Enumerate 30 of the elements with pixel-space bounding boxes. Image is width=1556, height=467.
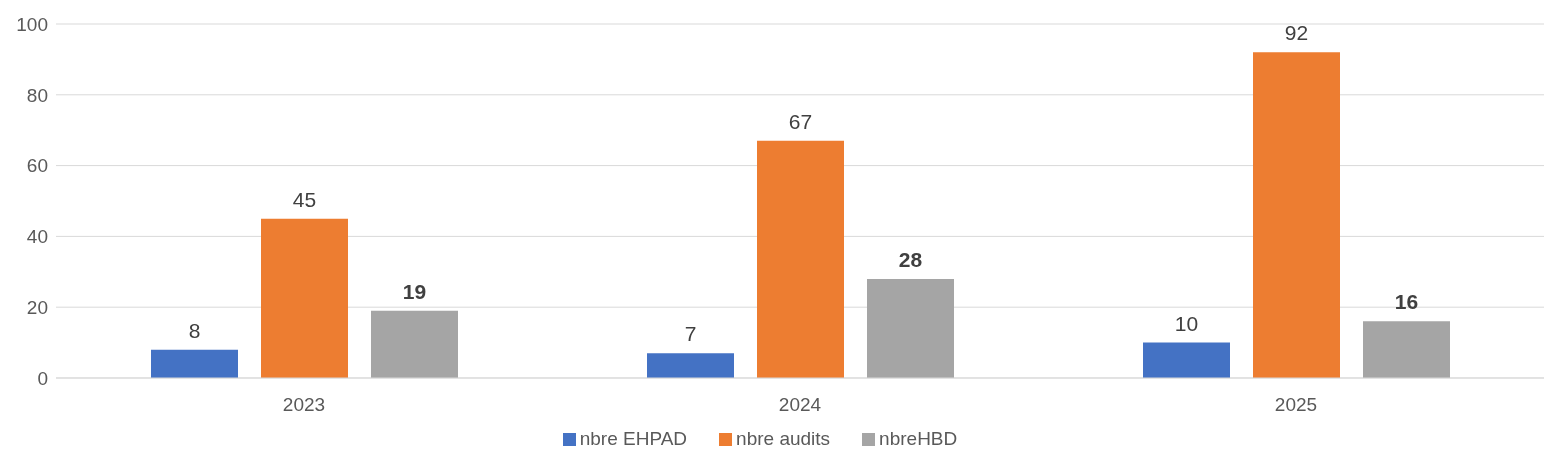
data-label: 8 bbox=[188, 318, 201, 342]
data-label: 67 bbox=[788, 109, 813, 133]
y-tick-label: 80 bbox=[26, 84, 48, 106]
bar bbox=[757, 140, 844, 378]
y-tick-label: 0 bbox=[37, 367, 48, 389]
legend-label: nbreHBD bbox=[879, 428, 958, 449]
data-label: 16 bbox=[1394, 290, 1419, 314]
bar bbox=[867, 278, 954, 378]
x-tick-label: 2023 bbox=[282, 394, 326, 416]
data-label: 45 bbox=[292, 187, 317, 211]
data-label: 19 bbox=[402, 279, 427, 303]
y-tick-label: 20 bbox=[26, 296, 48, 318]
x-tick-label: 2024 bbox=[778, 394, 822, 416]
bar bbox=[151, 349, 238, 378]
bar bbox=[1253, 52, 1340, 378]
data-label: 7 bbox=[684, 322, 697, 346]
bar bbox=[647, 353, 734, 378]
data-label: 10 bbox=[1174, 311, 1199, 335]
bar bbox=[1363, 321, 1450, 378]
bar bbox=[371, 310, 458, 378]
data-label: 28 bbox=[898, 247, 923, 271]
bar bbox=[1143, 342, 1230, 378]
data-label: 92 bbox=[1284, 21, 1309, 45]
y-tick-label: 100 bbox=[16, 13, 48, 35]
legend-label: nbre EHPAD bbox=[579, 428, 688, 449]
x-tick-label: 2025 bbox=[1274, 394, 1318, 416]
bar bbox=[261, 218, 348, 378]
legend-label: nbre audits bbox=[736, 428, 831, 449]
y-tick-label: 40 bbox=[26, 226, 48, 248]
y-tick-label: 60 bbox=[26, 155, 48, 177]
